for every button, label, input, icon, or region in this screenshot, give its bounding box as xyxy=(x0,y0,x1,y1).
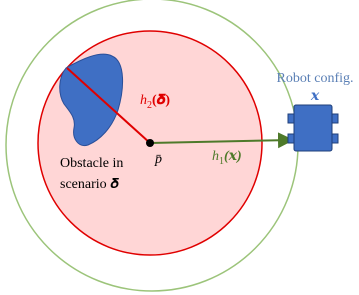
obstacle-label: scenario 𝜹 xyxy=(60,177,119,192)
robot xyxy=(288,105,338,151)
obstacle-label: Obstacle in xyxy=(60,156,123,171)
label-part: h xyxy=(140,93,147,108)
robot-label: Robot config. xyxy=(277,71,354,86)
diagram: Robot config. 𝒙 h2(𝜹) p̄ h1(𝒙) Obstacle … xyxy=(0,0,359,295)
label-part: h xyxy=(212,149,219,164)
label-part: (𝒙) xyxy=(224,149,242,164)
center-label: p̄ xyxy=(154,152,162,167)
robot-symbol: 𝒙 xyxy=(310,89,320,104)
label-part: (𝜹) xyxy=(152,93,170,108)
center-point xyxy=(146,139,154,147)
